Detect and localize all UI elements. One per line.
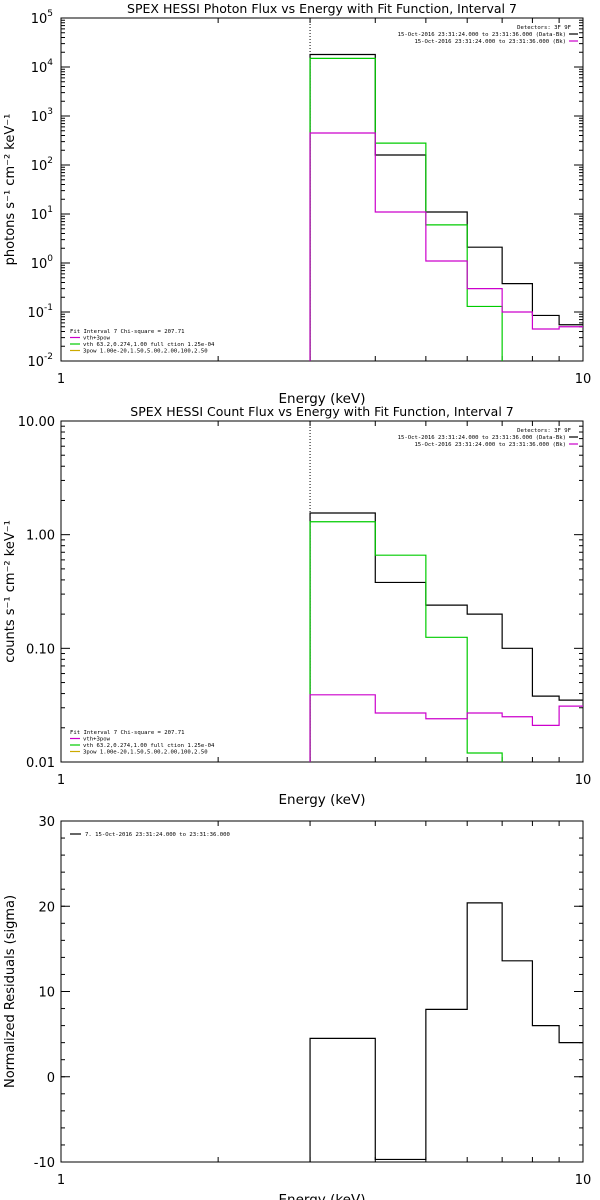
legend-right-entry: 15-Oct-2016 23:31:24.000 to 23:31:36.000… — [414, 442, 566, 448]
x-tick-label: 1 — [57, 1173, 65, 1188]
chart-title: SPEX HESSI Photon Flux vs Energy with Fi… — [127, 1, 517, 16]
plot-area — [309, 902, 583, 1162]
legend-right-entry: Detectors: 3F 9F — [517, 428, 572, 434]
y-tick-label: 100 — [31, 254, 54, 272]
y-axis-label: counts s⁻¹ cm⁻² keV⁻¹ — [3, 520, 18, 663]
chart-title: SPEX HESSI Count Flux vs Energy with Fit… — [130, 404, 513, 419]
legend-left-entry: 7. 15-Oct-2016 23:31:24.000 to 23:31:36.… — [85, 832, 230, 838]
chart-panel-2: SPEX HESSI Count Flux vs Energy with Fit… — [3, 404, 592, 808]
legend-left-entry: vth 63.2,0.274,1.00 full ction 1.25e-04 — [83, 743, 215, 749]
y-tick-label: 10 — [38, 986, 55, 1001]
x-axis-label: Energy (keV) — [279, 792, 366, 808]
y-tick-label: 102 — [31, 156, 53, 174]
y-tick-label: 10.00 — [18, 415, 55, 430]
legend-left-entry: vth 63.2,0.274,1.00 full ction 1.25e-04 — [83, 342, 215, 348]
chart-panel-1: SPEX HESSI Photon Flux vs Energy with Fi… — [3, 1, 591, 407]
plot-area — [309, 512, 583, 762]
legend-left-entry: Fit Interval 7 Chi-square = 207.71 — [70, 730, 185, 736]
y-tick-label: -10 — [34, 1156, 55, 1171]
series-line-3 — [309, 694, 583, 762]
x-tick-label: 10 — [575, 372, 592, 387]
y-tick-label: 1.00 — [26, 529, 55, 544]
x-tick-label: 10 — [575, 773, 592, 788]
y-tick-label: 10-2 — [27, 352, 53, 370]
legend-right-entry: 15-Oct-2016 23:31:24.000 to 23:31:36.000… — [398, 32, 566, 38]
y-axis-label: Normalized Residuals (sigma) — [3, 895, 18, 1088]
y-axis-label: photons s⁻¹ cm⁻² keV⁻¹ — [3, 114, 18, 266]
y-tick-label: 0.10 — [26, 642, 55, 657]
chart-panel-3: Energy (keV) Normalized Residuals (sigma)… — [3, 815, 591, 1200]
x-axis-label: Energy (keV) — [279, 1192, 366, 1200]
x-tick-label: 1 — [57, 773, 65, 788]
y-tick-label: 0 — [47, 1071, 55, 1086]
series-line-1 — [309, 512, 583, 762]
y-tick-label: 30 — [38, 815, 55, 830]
legend-left-entry: 3pow 1.00e-20,1.50,5.00,2.00,100,2.50 — [83, 349, 208, 355]
y-tick-label: 10-1 — [27, 303, 53, 321]
legend-left-entry: 3pow 1.00e-20,1.50,5.00,2.00,100,2.50 — [83, 750, 208, 756]
legend-right-entry: Detectors: 3F 9F — [517, 25, 572, 31]
y-tick-label: 105 — [31, 9, 53, 27]
plot-area — [309, 53, 583, 361]
series-line-1 — [309, 53, 583, 361]
y-tick-label: 101 — [31, 205, 53, 223]
legend-left-entry: Fit Interval 7 Chi-square = 207.71 — [70, 329, 185, 335]
series-line-2 — [309, 521, 503, 762]
series-line-1 — [309, 902, 583, 1162]
legend-left-entry: vth+3pow — [83, 336, 111, 342]
y-tick-label: 104 — [31, 58, 54, 76]
legend-right-entry: 15-Oct-2016 23:31:24.000 to 23:31:36.000… — [398, 435, 566, 441]
y-tick-label: 0.01 — [26, 756, 55, 771]
y-tick-label: 103 — [31, 107, 53, 125]
plot-frame — [60, 420, 584, 763]
y-tick-label: 20 — [38, 900, 55, 915]
x-axis-label: Energy (keV) — [279, 391, 366, 407]
x-tick-label: 1 — [57, 372, 65, 387]
plot-frame — [60, 17, 584, 362]
series-line-2 — [309, 57, 503, 361]
legend-left-entry: vth+3pow — [83, 737, 111, 743]
x-tick-label: 10 — [575, 1173, 592, 1188]
plot-frame — [60, 820, 584, 1163]
legend-right-entry: 15-Oct-2016 23:31:24.000 to 23:31:36.000… — [414, 39, 566, 45]
series-line-3 — [309, 132, 583, 361]
